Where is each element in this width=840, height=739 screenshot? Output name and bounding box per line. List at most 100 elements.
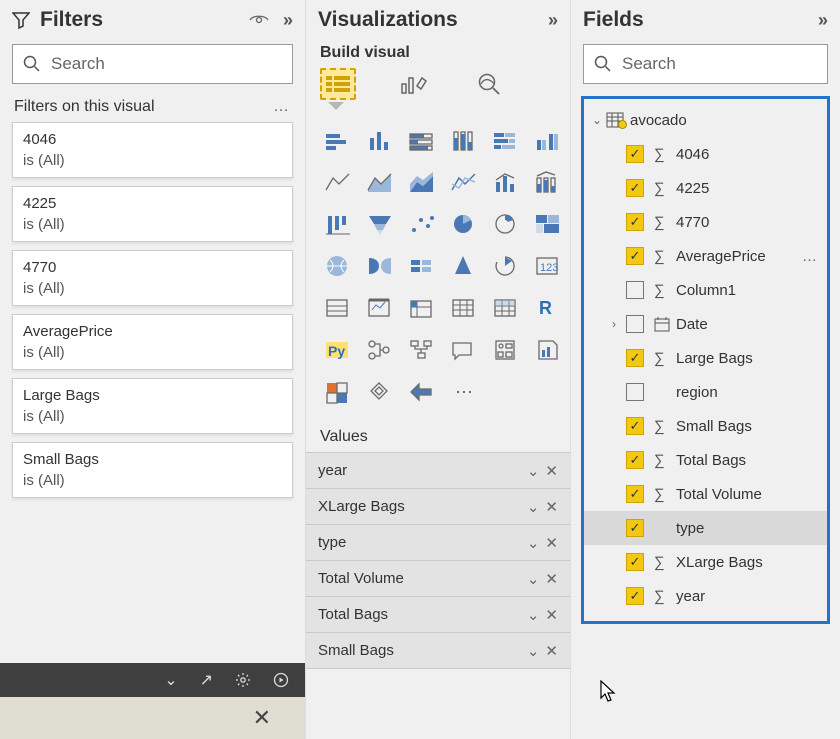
arrow-out-icon[interactable]: ↗ [200, 670, 213, 690]
checkbox[interactable] [626, 281, 644, 299]
viz-type[interactable] [404, 290, 440, 326]
filter-card[interactable]: Large Bagsis (All) [12, 378, 293, 434]
build-tab[interactable] [320, 68, 356, 100]
value-well-item[interactable]: Small Bags⌄✕ [306, 633, 570, 669]
viz-type[interactable] [320, 374, 356, 410]
field-row[interactable]: ✓∑Large Bags [584, 341, 827, 375]
viz-type[interactable] [320, 248, 356, 284]
viz-type[interactable] [446, 290, 482, 326]
viz-type[interactable] [404, 164, 440, 200]
viz-type[interactable] [530, 332, 566, 368]
checkbox[interactable]: ✓ [626, 213, 644, 231]
viz-type[interactable] [530, 164, 566, 200]
viz-type[interactable] [362, 290, 398, 326]
field-row[interactable]: ✓type [584, 511, 827, 545]
filter-card[interactable]: AveragePriceis (All) [12, 314, 293, 370]
viz-type[interactable] [446, 248, 482, 284]
filters-search[interactable]: Search [12, 44, 293, 84]
checkbox[interactable]: ✓ [626, 587, 644, 605]
chevron-right-icon[interactable]: › [612, 317, 626, 331]
filter-card[interactable]: Small Bagsis (All) [12, 442, 293, 498]
viz-type[interactable] [488, 332, 524, 368]
chevron-down-icon[interactable]: ⌄ [592, 113, 606, 127]
viz-type[interactable] [530, 206, 566, 242]
viz-type[interactable]: R [530, 290, 566, 326]
checkbox[interactable]: ✓ [626, 349, 644, 367]
collapse-icon[interactable]: » [548, 10, 558, 31]
chevron-down-icon[interactable]: ⌄ [527, 642, 540, 660]
viz-type[interactable] [446, 332, 482, 368]
field-row[interactable]: ✓∑year [584, 579, 827, 613]
viz-type[interactable] [530, 122, 566, 158]
chevron-down-icon[interactable]: ⌄ [527, 462, 540, 480]
viz-type[interactable] [488, 248, 524, 284]
chevron-down-icon[interactable]: ⌄ [527, 570, 540, 588]
table-node[interactable]: ⌄avocado [584, 103, 827, 137]
viz-type[interactable] [446, 164, 482, 200]
value-well-item[interactable]: Total Bags⌄✕ [306, 597, 570, 633]
field-row[interactable]: ›Date [584, 307, 827, 341]
play-icon[interactable] [273, 672, 289, 688]
field-row[interactable]: ✓∑XLarge Bags [584, 545, 827, 579]
value-well-item[interactable]: Total Volume⌄✕ [306, 561, 570, 597]
checkbox[interactable] [626, 383, 644, 401]
value-well-item[interactable]: year⌄✕ [306, 453, 570, 489]
checkbox[interactable]: ✓ [626, 145, 644, 163]
viz-type[interactable] [362, 122, 398, 158]
field-row[interactable]: ✓∑4770 [584, 205, 827, 239]
viz-type[interactable] [404, 332, 440, 368]
viz-type[interactable] [488, 164, 524, 200]
field-row[interactable]: ✓∑Total Volume [584, 477, 827, 511]
remove-icon[interactable]: ✕ [545, 534, 558, 552]
viz-type[interactable] [404, 122, 440, 158]
checkbox[interactable]: ✓ [626, 553, 644, 571]
collapse-icon[interactable]: » [283, 10, 293, 31]
viz-type[interactable] [362, 248, 398, 284]
viz-type[interactable]: 123 [530, 248, 566, 284]
field-row[interactable]: region [584, 375, 827, 409]
viz-type[interactable]: Py [320, 332, 356, 368]
field-row[interactable]: ✓∑Small Bags [584, 409, 827, 443]
viz-type[interactable] [488, 206, 524, 242]
viz-type[interactable] [320, 206, 356, 242]
more-icon[interactable]: … [802, 248, 819, 265]
chevron-down-icon[interactable]: ⌄ [527, 498, 540, 516]
field-row[interactable]: ∑Column1 [584, 273, 827, 307]
viz-type[interactable] [488, 290, 524, 326]
value-well-item[interactable]: XLarge Bags⌄✕ [306, 489, 570, 525]
checkbox[interactable]: ✓ [626, 417, 644, 435]
viz-type[interactable] [404, 374, 440, 410]
checkbox[interactable]: ✓ [626, 519, 644, 537]
field-row[interactable]: ✓∑4225 [584, 171, 827, 205]
checkbox[interactable]: ✓ [626, 179, 644, 197]
value-well-item[interactable]: type⌄✕ [306, 525, 570, 561]
filter-card[interactable]: 4770is (All) [12, 250, 293, 306]
chevron-down-icon[interactable]: ⌄ [527, 606, 540, 624]
field-row[interactable]: ✓∑AveragePrice… [584, 239, 827, 273]
viz-type[interactable] [404, 248, 440, 284]
format-tab[interactable] [396, 68, 432, 100]
viz-type[interactable] [362, 164, 398, 200]
eye-icon[interactable] [249, 13, 271, 27]
viz-more[interactable]: ⋯ [446, 374, 482, 410]
checkbox[interactable]: ✓ [626, 247, 644, 265]
field-row[interactable]: ✓∑Total Bags [584, 443, 827, 477]
remove-icon[interactable]: ✕ [545, 498, 558, 516]
checkbox[interactable] [626, 315, 644, 333]
checkbox[interactable]: ✓ [626, 485, 644, 503]
fields-search[interactable]: Search [583, 44, 828, 84]
viz-type[interactable] [446, 122, 482, 158]
remove-icon[interactable]: ✕ [545, 570, 558, 588]
collapse-icon[interactable]: » [818, 10, 828, 31]
more-icon[interactable]: … [273, 98, 291, 116]
analytics-tab[interactable] [472, 68, 508, 100]
gear-icon[interactable] [235, 672, 251, 688]
viz-type[interactable] [320, 164, 356, 200]
remove-icon[interactable]: ✕ [545, 462, 558, 480]
remove-icon[interactable]: ✕ [545, 642, 558, 660]
remove-icon[interactable]: ✕ [545, 606, 558, 624]
viz-type[interactable] [362, 206, 398, 242]
close-icon[interactable]: ✕ [253, 705, 271, 731]
viz-type[interactable] [362, 374, 398, 410]
filter-card[interactable]: 4225is (All) [12, 186, 293, 242]
